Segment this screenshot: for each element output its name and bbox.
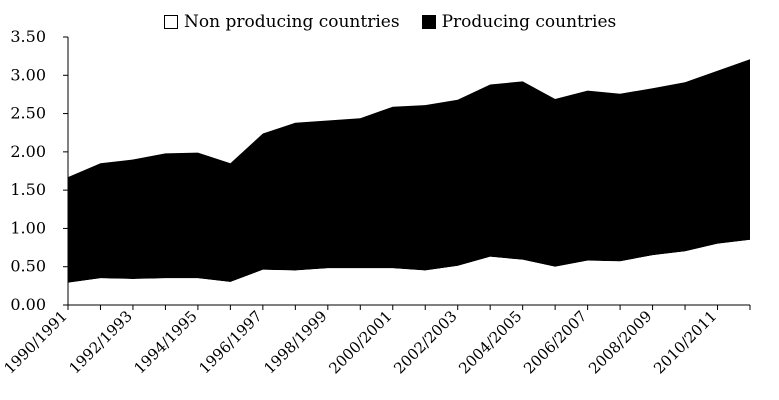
y-tick-label: 3.50 (10, 27, 46, 46)
x-tick-label: 1996/1997 (195, 307, 265, 377)
area-producing-countries (68, 59, 750, 283)
x-tick-label: 2010/2011 (650, 307, 720, 377)
y-tick-label: 3.00 (10, 65, 46, 84)
x-tick-label: 2000/2001 (325, 307, 395, 377)
area-non-producing-countries (68, 239, 750, 305)
y-tick-label: 2.00 (10, 142, 46, 161)
y-tick-label: 0.00 (10, 295, 46, 314)
legend: Non producing countries Producing countr… (164, 10, 638, 34)
x-tick-label: 2002/2003 (390, 307, 460, 377)
legend-label-non-producing: Non producing countries (184, 12, 400, 32)
legend-swatch-white (164, 15, 178, 29)
x-tick-label: 1994/1995 (130, 307, 200, 377)
legend-item-non-producing: Non producing countries (164, 12, 400, 32)
x-tick-label: 2008/2009 (585, 307, 655, 377)
x-tick-label: 2006/2007 (520, 307, 590, 377)
x-tick-label: 2004/2005 (455, 307, 525, 377)
legend-swatch-black (421, 15, 436, 29)
x-tick-label: 1998/1999 (260, 307, 330, 377)
y-tick-label: 2.50 (10, 104, 46, 123)
legend-item-producing: Producing countries (421, 12, 617, 32)
x-tick-label: 1990/1991 (1, 307, 71, 377)
y-tick-label: 0.50 (10, 257, 46, 276)
y-tick-label: 1.00 (10, 218, 46, 237)
y-tick-label: 1.50 (10, 180, 46, 199)
x-tick-label: 1992/1993 (65, 307, 135, 377)
legend-label-producing: Producing countries (441, 12, 617, 32)
